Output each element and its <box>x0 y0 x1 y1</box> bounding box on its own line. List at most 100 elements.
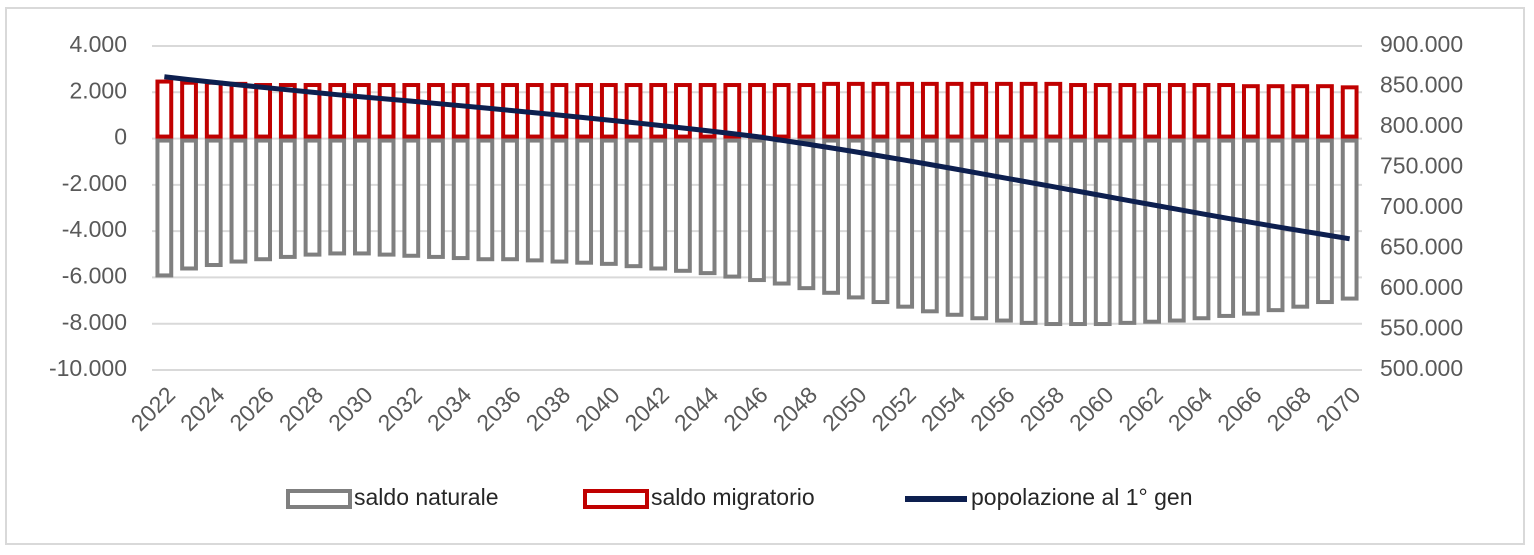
bar <box>1118 83 1137 139</box>
bar <box>525 138 544 263</box>
legend-label: saldo migratorio <box>651 484 815 510</box>
bar <box>674 83 692 139</box>
bar <box>624 83 643 139</box>
bar <box>328 138 347 256</box>
y-tick-label: 2.000 <box>69 77 127 103</box>
bar <box>1019 81 1038 139</box>
bar <box>427 83 445 139</box>
bar <box>1340 85 1359 139</box>
bar <box>846 138 865 300</box>
bar <box>229 81 248 139</box>
bar <box>180 80 198 139</box>
bar <box>451 138 470 261</box>
bar <box>945 81 964 139</box>
y2-tick-label: 550.000 <box>1380 315 1463 341</box>
legend-label: popolazione al 1° gen <box>971 484 1193 510</box>
bar <box>501 138 519 262</box>
bar <box>402 138 421 258</box>
bar <box>822 81 840 139</box>
bar <box>748 138 766 283</box>
bar <box>1093 83 1112 139</box>
y2-tick-label: 600.000 <box>1380 274 1463 300</box>
bar <box>970 81 989 139</box>
bar <box>723 83 742 139</box>
bar <box>896 81 915 139</box>
bar <box>1019 138 1038 325</box>
bar <box>649 83 668 139</box>
bar <box>1192 138 1211 321</box>
bar <box>797 83 816 139</box>
bar <box>575 138 594 265</box>
bar <box>1093 138 1112 327</box>
bar <box>995 81 1013 139</box>
bar <box>1143 138 1161 324</box>
bar <box>1192 83 1211 139</box>
bar <box>550 138 569 264</box>
y-tick-label: -8.000 <box>62 309 127 335</box>
bar <box>353 83 371 139</box>
y2-tick-label: 750.000 <box>1380 153 1463 179</box>
bar <box>649 138 668 271</box>
bar <box>772 138 791 286</box>
bar <box>1143 83 1161 139</box>
bar <box>599 138 618 266</box>
bar <box>451 83 470 139</box>
bar <box>896 138 915 309</box>
y2-tick-label: 700.000 <box>1380 193 1463 219</box>
y2-tick-label: 850.000 <box>1380 72 1463 98</box>
bar <box>377 83 396 139</box>
bar <box>698 83 717 139</box>
bar <box>254 83 273 139</box>
bar <box>1069 83 1087 139</box>
y-tick-label: -6.000 <box>62 263 127 289</box>
bar <box>1069 138 1087 327</box>
bar <box>155 138 174 278</box>
bar <box>846 81 865 139</box>
bar <box>970 138 989 321</box>
bar <box>945 138 964 317</box>
bar <box>204 80 223 139</box>
bar <box>427 138 445 259</box>
y-tick-label: 4.000 <box>69 31 127 57</box>
bar <box>1266 84 1285 139</box>
bar <box>599 83 618 139</box>
bar <box>328 83 347 139</box>
bar <box>476 138 495 262</box>
bar <box>698 138 717 276</box>
bar <box>920 81 939 139</box>
bar <box>155 79 174 139</box>
legend-swatch <box>583 489 649 509</box>
y-tick-label: -4.000 <box>62 216 127 242</box>
y2-tick-label: 500.000 <box>1380 355 1463 381</box>
bar <box>1118 138 1137 325</box>
bar <box>303 138 322 257</box>
bar <box>674 138 692 273</box>
bar <box>995 138 1013 323</box>
y-tick-label: -10.000 <box>49 355 127 381</box>
bar <box>1340 138 1359 301</box>
bar <box>303 83 322 139</box>
bar <box>353 138 371 256</box>
bar <box>254 138 273 262</box>
line <box>164 74 1351 242</box>
bar <box>1044 81 1063 139</box>
y-tick-label: 0 <box>114 124 127 150</box>
bar <box>402 83 421 139</box>
bar <box>871 81 890 139</box>
bar <box>575 83 594 139</box>
bar <box>723 138 742 279</box>
y-tick-label: -2.000 <box>62 170 127 196</box>
bar <box>748 83 766 139</box>
bar <box>1291 84 1310 139</box>
bar <box>1217 138 1236 318</box>
bar <box>229 138 248 264</box>
bar <box>822 138 840 295</box>
y2-tick-label: 800.000 <box>1380 112 1463 138</box>
bar <box>1241 84 1260 139</box>
bar <box>204 138 223 268</box>
bar <box>1241 138 1260 316</box>
bar <box>797 138 816 291</box>
bar <box>180 138 198 271</box>
bar <box>1316 84 1334 139</box>
